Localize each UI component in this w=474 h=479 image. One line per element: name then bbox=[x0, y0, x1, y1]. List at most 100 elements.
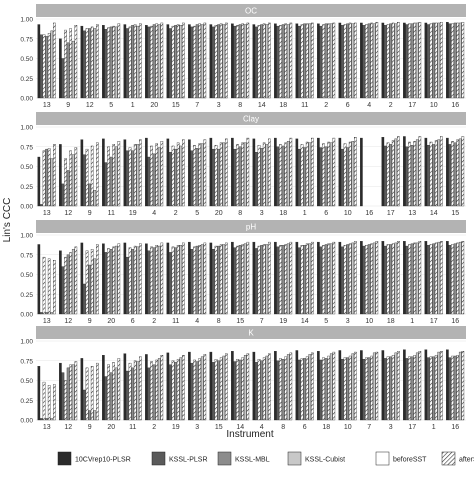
x-tick-label: 17 bbox=[430, 318, 438, 325]
bar-k-1-2 bbox=[429, 356, 433, 421]
y-tick-label: 0.50 bbox=[20, 56, 33, 63]
x-tick-label: 5 bbox=[109, 102, 113, 109]
bar-k-3-1 bbox=[190, 362, 194, 421]
bar-k-8-1 bbox=[276, 360, 280, 421]
bar-clay-5-0 bbox=[188, 139, 191, 207]
bar-ph-15-3 bbox=[238, 245, 242, 315]
bar-k-3-0 bbox=[381, 350, 385, 421]
bar-oc-2-3 bbox=[324, 23, 328, 99]
x-tick-label: 12 bbox=[64, 210, 72, 217]
bar-k-19-5 bbox=[179, 357, 183, 421]
bar-oc-11-5 bbox=[308, 23, 312, 99]
legend-item-beforesst: beforeSST bbox=[375, 451, 427, 466]
bar-k-12-3 bbox=[66, 367, 70, 421]
bar-oc-8-3 bbox=[238, 24, 242, 99]
bar-oc-12-5 bbox=[93, 28, 97, 99]
bar-ph-4-6 bbox=[203, 242, 207, 315]
bar-clay-1-6 bbox=[311, 137, 314, 207]
bar-k-10-6 bbox=[354, 351, 357, 421]
bar-k-20-4 bbox=[112, 362, 115, 421]
bar-oc-4-3 bbox=[367, 23, 371, 99]
bar-oc-6-0 bbox=[338, 22, 342, 99]
y-axis-label: Lin's CCC bbox=[2, 198, 13, 243]
bar-oc-7-5 bbox=[200, 24, 204, 99]
bar-k-20-5 bbox=[114, 367, 118, 421]
bar-ph-8-4 bbox=[219, 244, 223, 315]
bar-oc-17-5 bbox=[415, 22, 419, 99]
y-tick-label: 0.25 bbox=[20, 76, 33, 83]
bar-clay-15-4 bbox=[456, 139, 459, 207]
bar-ph-14-1 bbox=[298, 247, 301, 315]
bar-clay-5-4 bbox=[198, 143, 201, 207]
x-tick-label: 16 bbox=[451, 318, 459, 325]
bar-oc-3-4 bbox=[219, 23, 223, 99]
x-tick-label: 19 bbox=[172, 424, 180, 431]
bar-k-16-4 bbox=[456, 355, 459, 421]
legend-swatch bbox=[151, 451, 166, 466]
bar-oc-11-6 bbox=[311, 22, 314, 99]
bar-clay-6-2 bbox=[322, 143, 325, 207]
bar-ph-18-4 bbox=[391, 243, 395, 315]
bar-oc-18-0 bbox=[274, 23, 277, 99]
bar-ph-7-5 bbox=[265, 244, 269, 315]
x-tick-label: 9 bbox=[88, 210, 92, 217]
bar-ph-19-0 bbox=[274, 241, 277, 315]
bar-oc-18-6 bbox=[289, 22, 293, 99]
x-tick-label: 4 bbox=[367, 102, 371, 109]
bar-k-6-5 bbox=[308, 354, 312, 421]
bar-clay-14-1 bbox=[427, 144, 430, 207]
bar-k-1-6 bbox=[440, 351, 443, 421]
bar-oc-16-2 bbox=[451, 23, 454, 99]
bar-oc-20-2 bbox=[150, 25, 153, 99]
bar-k-10-4 bbox=[348, 355, 352, 421]
bar-ph-20-6 bbox=[117, 243, 121, 315]
bar-k-11-4 bbox=[133, 360, 137, 421]
bar-oc-18-4 bbox=[284, 23, 287, 99]
legend-item-kssl-mbl: KSSL-MBL bbox=[217, 451, 270, 466]
bar-ph-11-4 bbox=[176, 245, 180, 315]
bar-k-18-6 bbox=[332, 351, 336, 421]
bar-oc-2-2 bbox=[322, 24, 325, 99]
bar-oc-9-4 bbox=[69, 28, 72, 99]
bar-k-14-3 bbox=[238, 359, 242, 421]
x-tick-label: 13 bbox=[43, 424, 51, 431]
bar-k-16-1 bbox=[448, 357, 452, 421]
bar-clay-5-6 bbox=[203, 139, 207, 207]
bar-k-17-0 bbox=[403, 349, 406, 421]
x-tick-label: 10 bbox=[430, 102, 438, 109]
bar-oc-9-3 bbox=[66, 42, 70, 99]
bar-oc-16-3 bbox=[453, 22, 457, 99]
bar-k-13-4 bbox=[47, 385, 51, 421]
bar-k-18-1 bbox=[319, 359, 323, 421]
bar-clay-18-4 bbox=[284, 142, 287, 207]
bar-k-14-1 bbox=[233, 361, 237, 421]
bar-k-19-6 bbox=[182, 355, 185, 421]
bar-oc-1-6 bbox=[139, 23, 142, 99]
x-tick-label: 13 bbox=[43, 210, 51, 217]
bar-clay-8-6 bbox=[246, 137, 250, 207]
legend-label: KSSL-PLSR bbox=[169, 457, 208, 464]
bar-ph-4-4 bbox=[198, 245, 201, 315]
bar-clay-9-2 bbox=[85, 148, 89, 207]
bar-k-8-5 bbox=[286, 354, 290, 421]
bar-k-16-5 bbox=[458, 351, 462, 421]
bar-k-17-2 bbox=[408, 356, 411, 421]
x-tick-label: 18 bbox=[387, 318, 395, 325]
bar-ph-20-5 bbox=[114, 245, 118, 315]
bar-k-3-4 bbox=[391, 355, 395, 421]
x-tick-label: 14 bbox=[301, 318, 309, 325]
x-tick-label: 6 bbox=[131, 318, 135, 325]
bar-k-2-3 bbox=[152, 364, 156, 421]
bar-k-2-0 bbox=[145, 354, 148, 421]
bar-ph-5-1 bbox=[319, 246, 323, 315]
bar-oc-5-2 bbox=[107, 27, 110, 99]
bar-ph-6-6 bbox=[139, 243, 142, 315]
bar-oc-9-2 bbox=[64, 29, 67, 99]
bar-clay-9-6 bbox=[96, 142, 99, 207]
x-tick-label: 17 bbox=[387, 210, 395, 217]
bar-clay-2-5 bbox=[179, 145, 183, 207]
bar-k-17-6 bbox=[418, 351, 422, 421]
x-tick-label: 14 bbox=[258, 102, 266, 109]
